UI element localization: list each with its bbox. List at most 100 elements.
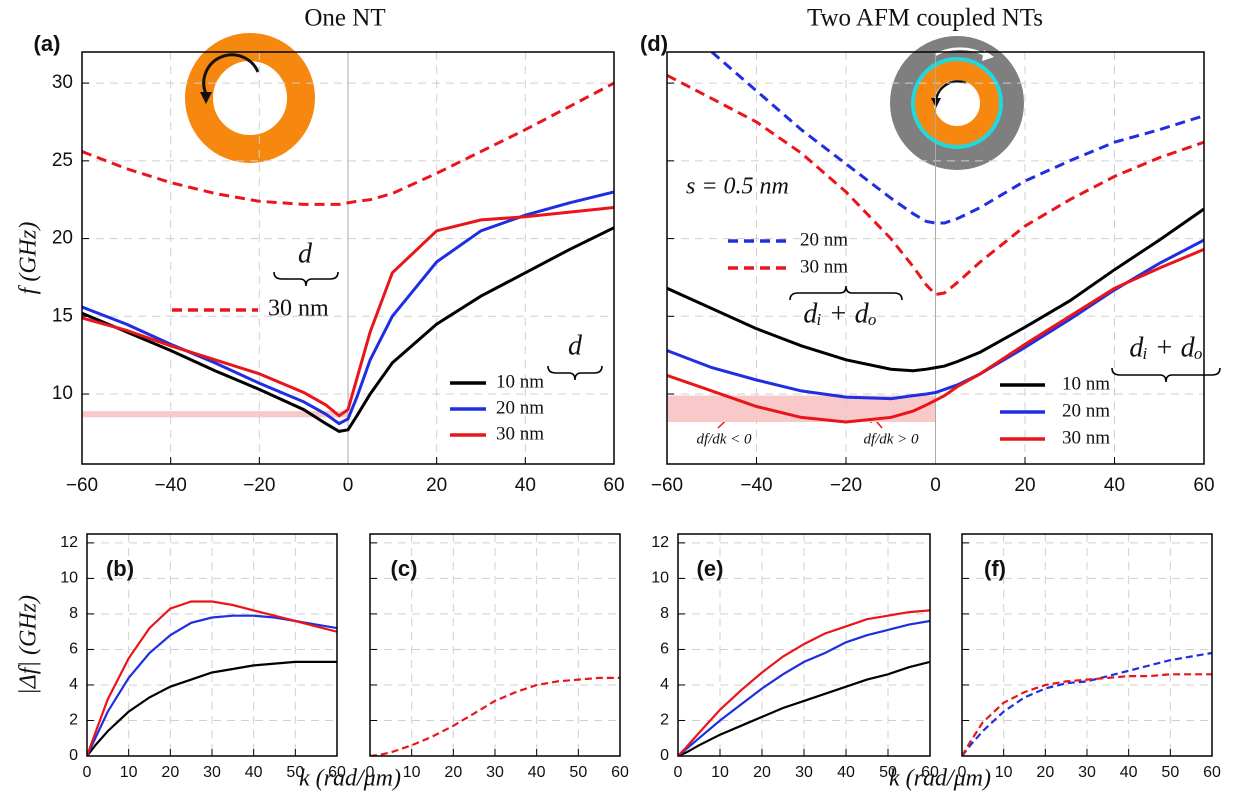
legend-label: 10 nm bbox=[1062, 373, 1110, 394]
x-tick-label: 0 bbox=[930, 475, 941, 496]
legend-label: 30 nm bbox=[268, 296, 329, 322]
x-tick-label: 50 bbox=[286, 764, 304, 781]
x-tick-label: 10 bbox=[120, 764, 138, 781]
x-tick-label: −60 bbox=[66, 475, 98, 496]
y-axis-label: |Δf| (GHz) bbox=[16, 595, 42, 695]
data-line bbox=[667, 73, 1204, 297]
y-tick-label: 0 bbox=[69, 747, 78, 764]
data-line bbox=[962, 651, 1212, 756]
y-axis-label: f (GHz) bbox=[16, 222, 42, 295]
legend-title: d bbox=[298, 238, 313, 269]
y-tick-label: 10 bbox=[60, 570, 78, 587]
data-line bbox=[370, 676, 620, 756]
panel-title: Two AFM coupled NTs bbox=[807, 5, 1043, 32]
legend-title: dᵢ + dₒ bbox=[803, 298, 876, 329]
legend-label: 30 nm bbox=[1062, 427, 1110, 448]
x-tick-label: 20 bbox=[1036, 764, 1054, 781]
x-tick-label: 20 bbox=[444, 764, 462, 781]
data-line bbox=[87, 600, 337, 756]
x-tick-label: −40 bbox=[740, 475, 772, 496]
x-tick-label: 40 bbox=[528, 764, 546, 781]
x-tick-label: 0 bbox=[83, 764, 92, 781]
legend-label: 20 nm bbox=[1062, 400, 1110, 421]
data-line bbox=[678, 619, 930, 756]
x-tick-label: 50 bbox=[1161, 764, 1179, 781]
panel: −60 −40 −20 0 20 40 60 10 15 20 25 30 One NT (a) f (GH… bbox=[16, 5, 625, 496]
x-tick-label: 60 bbox=[921, 764, 939, 781]
panel-label: (b) bbox=[106, 556, 134, 581]
data-line bbox=[667, 238, 1204, 401]
data-line bbox=[82, 206, 614, 418]
highlight-band bbox=[82, 411, 348, 418]
coupled-nanotube-icon bbox=[890, 36, 1024, 170]
data-line bbox=[962, 673, 1212, 756]
x-axis-label: k (rad/μm) bbox=[889, 766, 991, 792]
y-tick-label: 0 bbox=[660, 747, 669, 764]
x-tick-label: 60 bbox=[1203, 764, 1221, 781]
panel: 0 10 20 30 40 50 60 0 2 4 6 8 10 12 (e) k (rad/μm) bbox=[651, 533, 991, 792]
panel-title: One NT bbox=[304, 5, 385, 32]
x-tick-label: 60 bbox=[328, 764, 346, 781]
frame bbox=[677, 533, 931, 757]
x-tick-label: 20 bbox=[1014, 475, 1035, 496]
x-tick-label: 40 bbox=[1104, 475, 1125, 496]
frame bbox=[666, 51, 1205, 465]
y-tick-label: 15 bbox=[52, 305, 73, 326]
x-tick-label: 50 bbox=[879, 764, 897, 781]
y-tick-label: 10 bbox=[651, 570, 669, 587]
x-tick-label: 40 bbox=[245, 764, 263, 781]
x-tick-label: 10 bbox=[403, 764, 421, 781]
y-tick-label: 12 bbox=[651, 534, 669, 551]
panel-label: (d) bbox=[640, 31, 668, 56]
legend-label: 20 nm bbox=[800, 229, 848, 250]
x-tick-label: 30 bbox=[795, 764, 813, 781]
y-tick-label: 8 bbox=[660, 605, 669, 622]
annotation: s = 0.5 nm bbox=[686, 174, 789, 200]
x-tick-label: 30 bbox=[486, 764, 504, 781]
x-tick-label: 30 bbox=[1078, 764, 1096, 781]
y-tick-label: 10 bbox=[52, 383, 73, 404]
x-tick-label: 0 bbox=[366, 764, 375, 781]
frame bbox=[961, 533, 1213, 757]
y-tick-label: 20 bbox=[52, 228, 73, 249]
x-axis-label: k (rad/μm) bbox=[299, 766, 401, 792]
data-line bbox=[82, 226, 614, 433]
panel: 0 10 20 30 40 50 60 0 2 4 6 8 10 12 (b) |Δf| (GHz) k (ra… bbox=[16, 533, 401, 792]
x-tick-label: 20 bbox=[753, 764, 771, 781]
x-tick-label: 40 bbox=[837, 764, 855, 781]
x-tick-label: 60 bbox=[603, 475, 624, 496]
x-tick-label: 10 bbox=[711, 764, 729, 781]
legend-brace bbox=[547, 365, 603, 381]
annotation: df/dk > 0 bbox=[863, 431, 919, 447]
x-tick-label: 40 bbox=[1120, 764, 1138, 781]
panel-label: (e) bbox=[697, 556, 724, 581]
panel-label: (f) bbox=[984, 556, 1006, 581]
legend-brace bbox=[1111, 367, 1221, 383]
panel-label: (a) bbox=[34, 31, 61, 56]
legend-label: 20 nm bbox=[496, 397, 544, 418]
x-tick-label: 50 bbox=[569, 764, 587, 781]
x-tick-label: −40 bbox=[155, 475, 187, 496]
data-line bbox=[87, 660, 337, 756]
annotation: df/dk < 0 bbox=[696, 431, 752, 447]
panel: 0 10 20 30 40 50 60 (c) bbox=[366, 533, 629, 781]
frame bbox=[81, 51, 615, 465]
x-tick-label: 10 bbox=[995, 764, 1013, 781]
frame bbox=[369, 533, 621, 757]
nanotube-icon bbox=[185, 33, 315, 163]
y-tick-label: 4 bbox=[660, 676, 669, 693]
y-tick-label: 2 bbox=[69, 712, 78, 729]
legend-label: 30 nm bbox=[496, 423, 544, 444]
data-line bbox=[678, 609, 930, 756]
x-tick-label: 60 bbox=[1193, 475, 1214, 496]
panel: −60 −40 −20 0 20 40 60 Two AFM coupled NTs (d) dᵢ… bbox=[640, 5, 1221, 496]
y-tick-label: 4 bbox=[69, 676, 78, 693]
data-line bbox=[667, 207, 1204, 373]
x-tick-label: 20 bbox=[426, 475, 447, 496]
legend-title: dᵢ + dₒ bbox=[1129, 332, 1202, 363]
data-line bbox=[667, 248, 1204, 424]
legend-brace bbox=[273, 271, 339, 287]
y-tick-label: 25 bbox=[52, 150, 73, 171]
x-tick-label: 60 bbox=[611, 764, 629, 781]
